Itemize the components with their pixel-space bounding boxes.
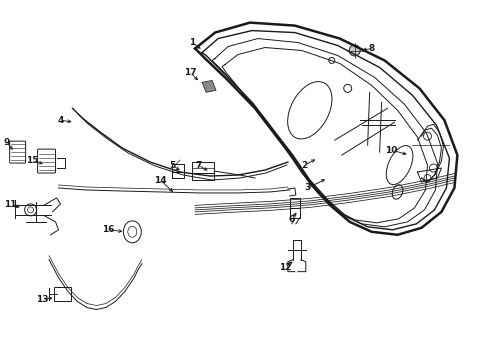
Polygon shape (202, 80, 216, 92)
Text: 1: 1 (189, 38, 195, 47)
Text: 9: 9 (3, 138, 10, 147)
Text: 15: 15 (26, 156, 39, 165)
Text: 17: 17 (183, 68, 196, 77)
Text: 10: 10 (385, 145, 397, 154)
Text: 11: 11 (4, 201, 17, 210)
Text: 13: 13 (36, 295, 49, 304)
Text: 7: 7 (195, 161, 201, 170)
Text: 12: 12 (278, 263, 290, 272)
Text: 6: 6 (288, 215, 294, 224)
Text: 14: 14 (154, 176, 166, 185)
Text: 8: 8 (368, 44, 374, 53)
Text: 4: 4 (57, 116, 63, 125)
Circle shape (348, 45, 360, 56)
Text: 2: 2 (301, 161, 307, 170)
Text: 5: 5 (169, 161, 175, 170)
Text: 16: 16 (102, 225, 114, 234)
Text: 3: 3 (304, 184, 310, 193)
